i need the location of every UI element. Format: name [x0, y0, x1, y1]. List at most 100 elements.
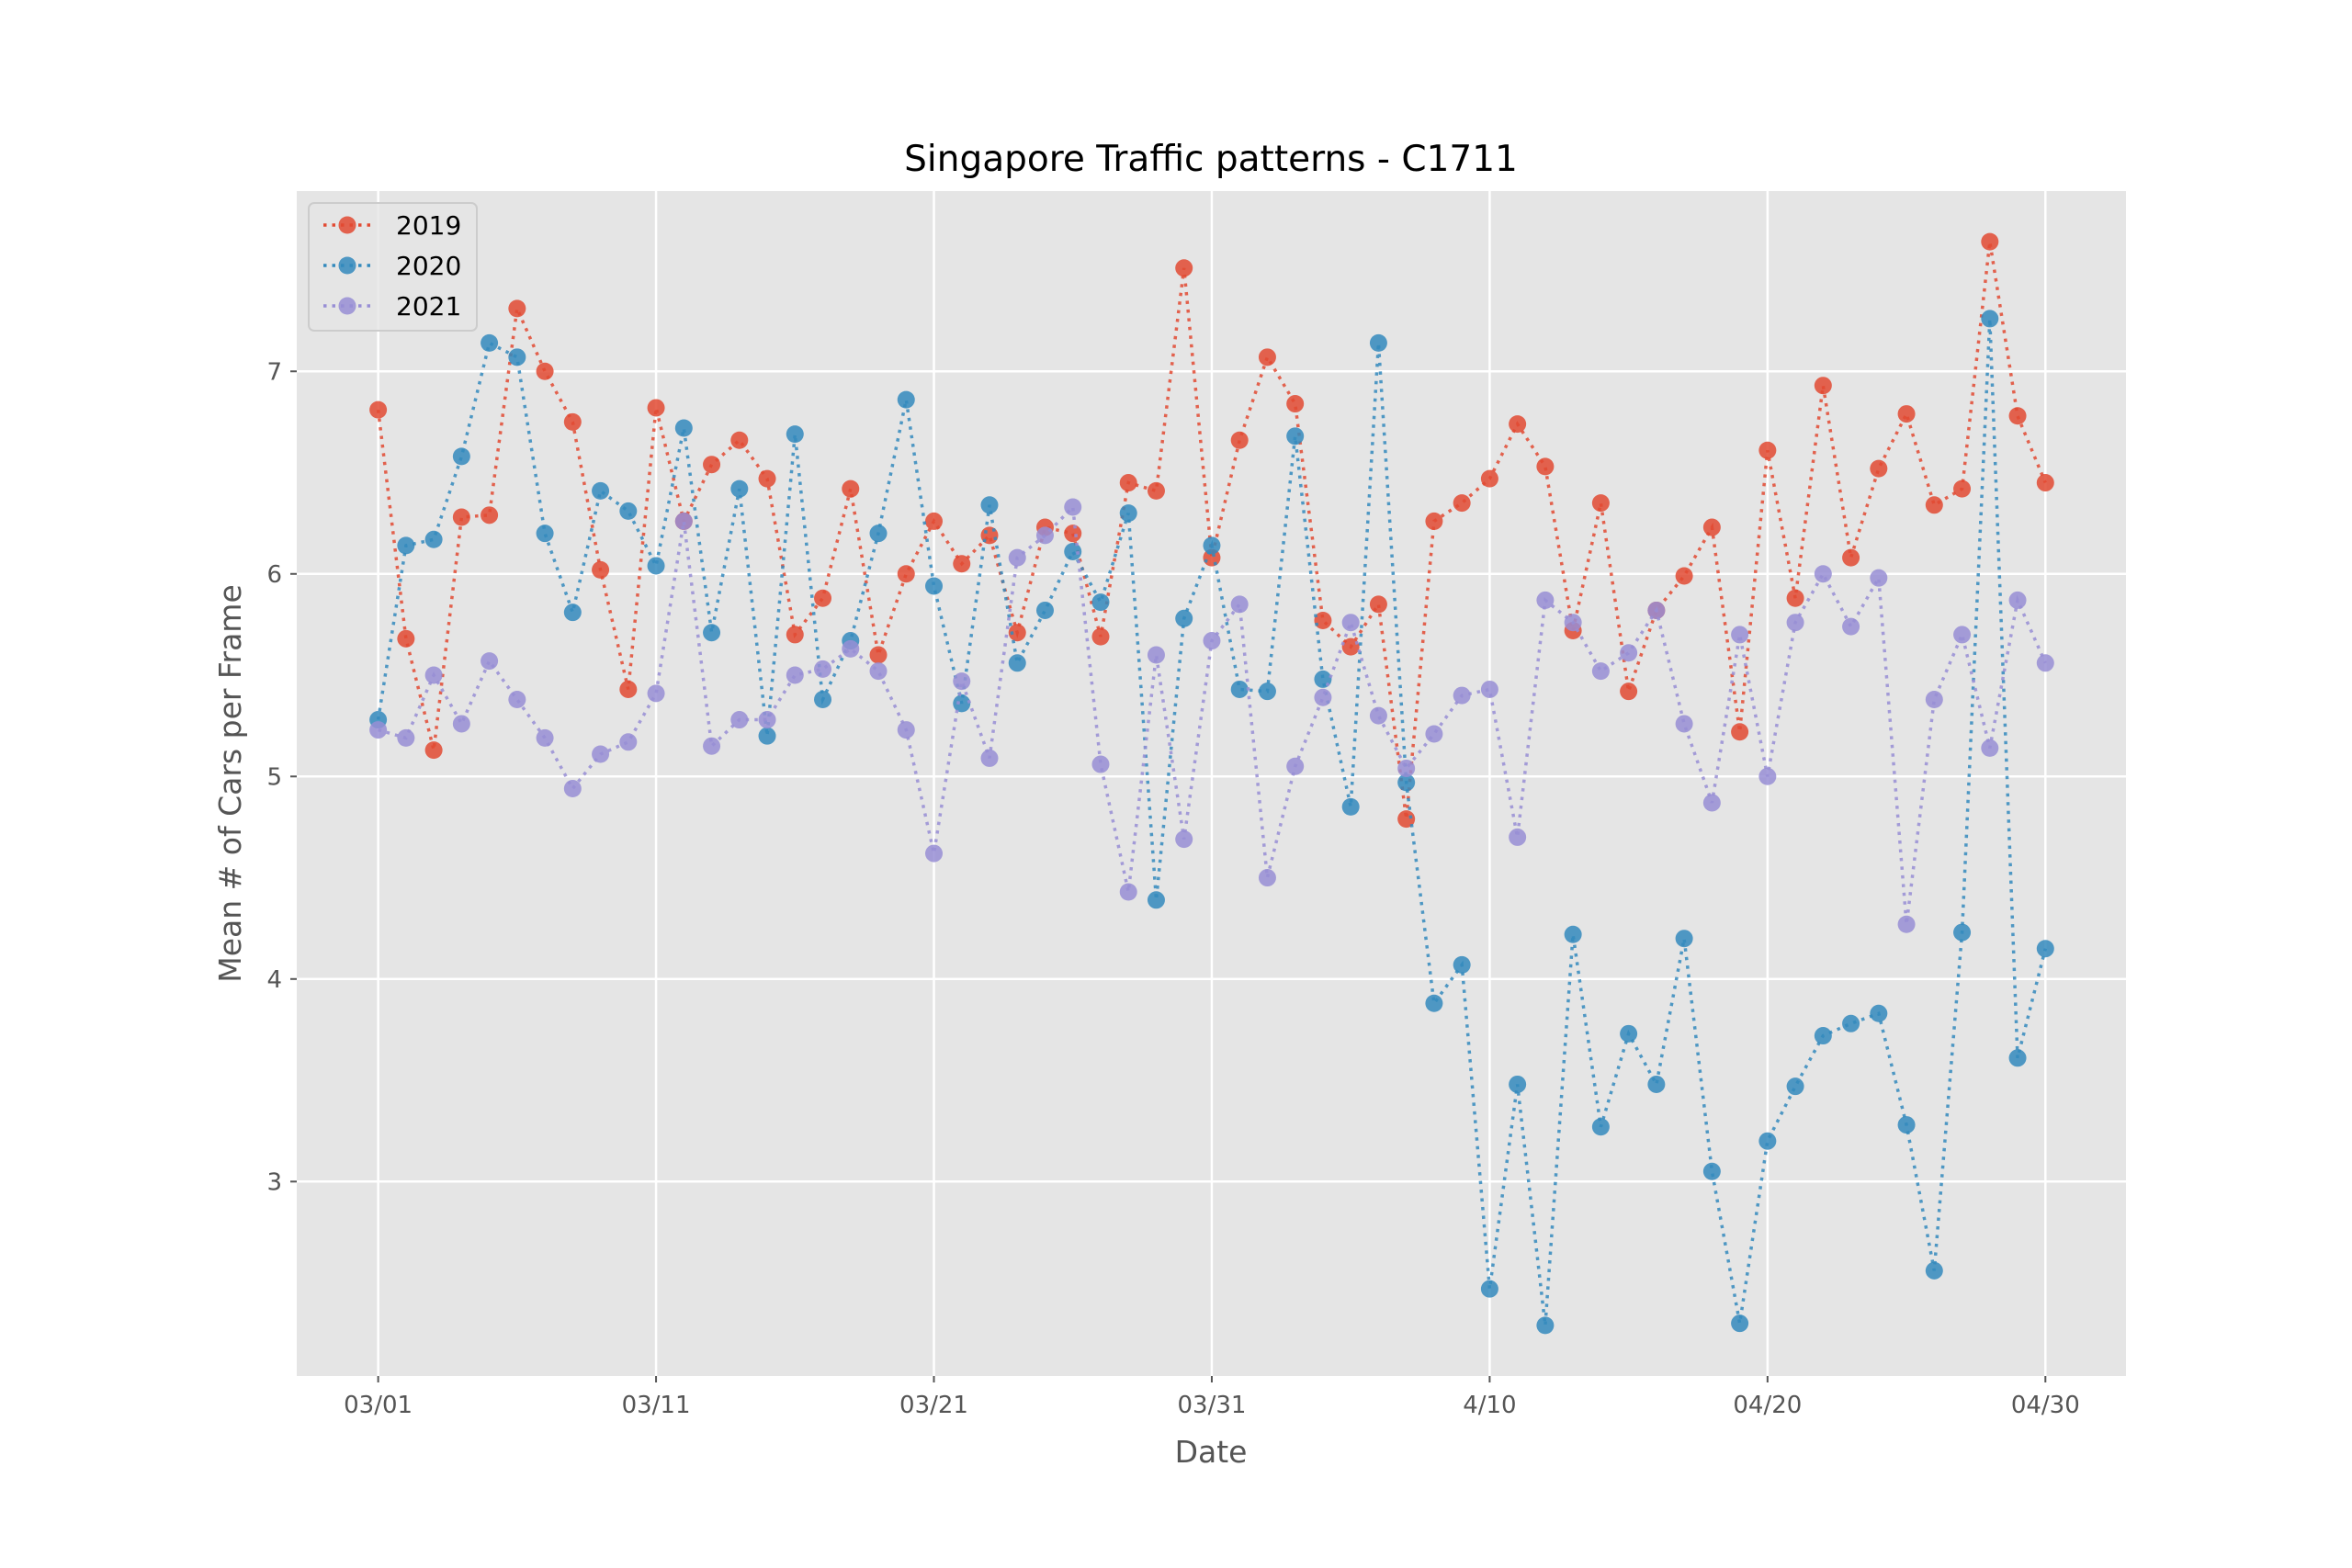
y-tick-label: 7 — [266, 358, 282, 386]
data-point-2020 — [897, 390, 915, 409]
x-axis-ticks: 03/01 03/11 03/21 03/31 4/10 04/20 04/30 — [344, 1376, 2080, 1419]
data-point-2021 — [869, 662, 888, 681]
data-point-2020 — [758, 727, 776, 745]
data-point-2020 — [1925, 1261, 1943, 1280]
data-point-2019 — [1425, 512, 1443, 530]
data-point-2020 — [1953, 923, 1972, 942]
x-tick-label: 04/20 — [1733, 1392, 1802, 1419]
data-point-2021 — [1925, 690, 1943, 708]
data-point-2019 — [1897, 405, 1916, 423]
data-point-2021 — [1981, 739, 1999, 757]
y-tick-label: 5 — [266, 763, 282, 791]
series-2021 — [369, 498, 2054, 933]
data-point-2019 — [869, 646, 888, 664]
legend-label-2019: 2019 — [396, 210, 461, 241]
data-point-2020 — [1675, 930, 1693, 948]
data-point-2019 — [536, 362, 554, 380]
data-point-2019 — [1147, 481, 1165, 500]
data-point-2021 — [674, 512, 693, 530]
data-point-2020 — [1786, 1077, 1804, 1096]
data-point-2021 — [1286, 757, 1305, 775]
data-point-2020 — [1230, 680, 1249, 698]
data-point-2019 — [786, 626, 804, 644]
data-point-2019 — [1591, 494, 1610, 513]
data-point-2021 — [508, 690, 526, 708]
data-point-2020 — [1842, 1014, 1860, 1032]
data-point-2020 — [508, 348, 526, 367]
data-point-2019 — [1981, 232, 1999, 251]
data-point-2020 — [1008, 654, 1026, 672]
data-point-2021 — [980, 749, 999, 767]
data-point-2019 — [619, 680, 638, 698]
data-point-2021 — [1786, 614, 1804, 632]
data-point-2021 — [1369, 706, 1387, 725]
legend-label-2021: 2021 — [396, 291, 461, 321]
y-axis-label: Mean # of Cars per Frame — [212, 584, 248, 982]
data-point-2019 — [1925, 496, 1943, 514]
data-point-2019 — [508, 299, 526, 318]
data-point-2021 — [1731, 626, 1749, 644]
data-point-2019 — [1397, 810, 1416, 829]
data-point-2020 — [1509, 1075, 1527, 1093]
data-point-2021 — [536, 728, 554, 747]
data-point-2021 — [1119, 883, 1137, 901]
data-point-2019 — [1119, 474, 1137, 492]
data-point-2020 — [536, 525, 554, 543]
data-point-2021 — [619, 733, 638, 751]
data-point-2021 — [1397, 759, 1416, 777]
data-point-2019 — [397, 629, 415, 648]
data-point-2020 — [674, 419, 693, 437]
data-point-2019 — [1870, 459, 1888, 478]
data-point-2020 — [1620, 1024, 1638, 1043]
data-point-2019 — [424, 741, 443, 760]
chart-title: Singapore Traffic patterns - C1711 — [904, 139, 1518, 180]
data-point-2020 — [1897, 1116, 1916, 1134]
data-point-2021 — [1147, 646, 1165, 664]
data-point-2019 — [897, 565, 915, 583]
data-point-2020 — [1647, 1075, 1666, 1093]
data-point-2020 — [1369, 333, 1387, 352]
data-point-2021 — [1842, 617, 1860, 636]
data-point-2020 — [1091, 593, 1110, 612]
data-point-2021 — [1341, 614, 1360, 632]
data-point-2021 — [786, 666, 804, 684]
data-point-2020 — [1286, 427, 1305, 446]
data-point-2019 — [1842, 548, 1860, 567]
data-point-2019 — [1369, 595, 1387, 614]
data-point-2021 — [730, 711, 749, 729]
data-point-2021 — [647, 684, 665, 703]
data-point-2021 — [1897, 915, 1916, 933]
data-point-2019 — [1286, 395, 1305, 413]
data-point-2019 — [1731, 723, 1749, 741]
data-point-2021 — [1258, 869, 1276, 887]
data-point-2019 — [730, 431, 749, 449]
data-point-2021 — [1509, 828, 1527, 846]
data-point-2019 — [953, 555, 971, 573]
data-point-2021 — [1175, 830, 1193, 849]
data-point-2020 — [424, 530, 443, 548]
data-point-2019 — [842, 479, 860, 498]
data-point-2021 — [424, 666, 443, 684]
data-point-2020 — [1258, 682, 1276, 701]
data-point-2020 — [1175, 609, 1193, 627]
data-point-2021 — [1480, 680, 1498, 698]
data-point-2021 — [563, 780, 582, 798]
data-point-2020 — [481, 333, 499, 352]
data-point-2020 — [2036, 940, 2054, 958]
data-point-2021 — [1702, 794, 1721, 812]
data-point-2020 — [1536, 1316, 1555, 1335]
data-point-2021 — [1008, 548, 1026, 567]
data-point-2021 — [1536, 591, 1555, 609]
data-point-2021 — [1425, 725, 1443, 743]
data-point-2020 — [1731, 1314, 1749, 1333]
data-point-2019 — [1091, 627, 1110, 646]
data-point-2019 — [814, 589, 832, 607]
data-point-2021 — [481, 652, 499, 671]
data-point-2019 — [369, 400, 388, 419]
data-point-2019 — [1814, 377, 1832, 395]
data-point-2021 — [1230, 595, 1249, 614]
data-point-2020 — [869, 525, 888, 543]
data-point-2019 — [925, 512, 944, 530]
data-point-2019 — [563, 412, 582, 431]
data-point-2019 — [592, 560, 610, 579]
